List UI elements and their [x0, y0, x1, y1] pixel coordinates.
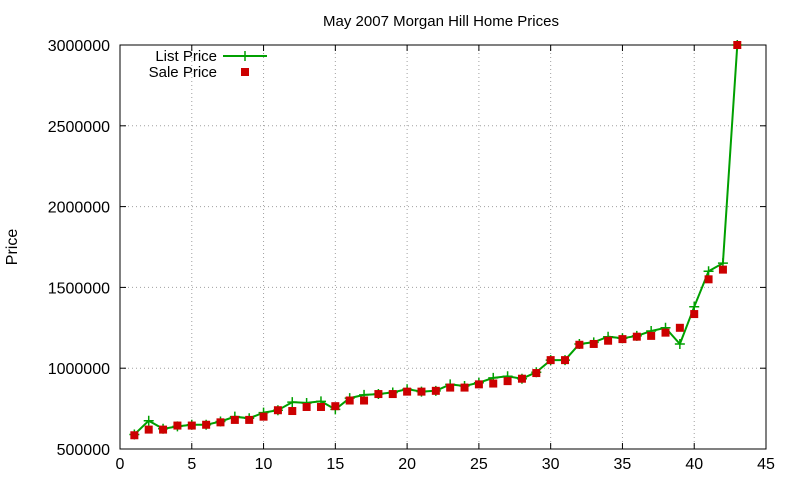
sale-price-point	[316, 402, 325, 411]
sale-price-point	[144, 425, 153, 434]
sale-price-point	[331, 402, 340, 411]
sale-price-point	[273, 406, 282, 415]
x-tick-label: 15	[326, 456, 344, 473]
sale-price-point	[460, 383, 469, 392]
sale-price-point	[173, 421, 182, 430]
sale-price-point	[489, 379, 498, 388]
x-tick-label: 45	[757, 456, 775, 473]
x-tick-label: 30	[542, 456, 560, 473]
x-tick-label: 40	[685, 456, 703, 473]
chart-title: May 2007 Morgan Hill Home Prices	[323, 13, 559, 30]
y-tick-label: 500000	[57, 442, 110, 459]
sale-price-point	[675, 323, 684, 332]
x-tick-label: 20	[398, 456, 416, 473]
sale-price-point	[245, 415, 254, 424]
sale-price-point	[374, 390, 383, 399]
sale-price-point	[604, 336, 613, 345]
x-tick-label: 35	[614, 456, 632, 473]
sale-price-point	[288, 407, 297, 416]
y-tick-label: 1500000	[48, 280, 110, 297]
list-price-point	[674, 338, 685, 349]
sale-price-point	[403, 387, 412, 396]
sale-price-point	[345, 396, 354, 405]
y-tick-label: 3000000	[48, 38, 110, 55]
sale-price-point	[647, 331, 656, 340]
legend-label: List Price	[155, 48, 217, 65]
sale-price-point	[690, 310, 699, 319]
legend-label: Sale Price	[149, 64, 217, 81]
sale-price-point	[388, 390, 397, 399]
sale-price-point	[517, 374, 526, 383]
sale-price-point	[259, 412, 268, 421]
y-tick-label: 2500000	[48, 119, 110, 136]
sale-price-point	[216, 418, 225, 427]
sale-price-point	[187, 421, 196, 430]
sale-price-point	[302, 402, 311, 411]
y-axis-label: Price	[4, 229, 21, 266]
sale-price-point	[561, 356, 570, 365]
y-tick-label: 1000000	[48, 361, 110, 378]
sale-price-point	[503, 377, 512, 386]
list-price-point	[703, 266, 714, 277]
sale-price-point	[446, 383, 455, 392]
sale-price-point	[532, 369, 541, 378]
list-price-line	[133, 44, 739, 436]
sale-price-point	[431, 386, 440, 395]
sale-price-point	[360, 396, 369, 405]
sale-price-point	[618, 335, 627, 344]
series	[129, 40, 743, 440]
plot-frame	[119, 44, 767, 450]
sale-price-point	[661, 328, 670, 337]
x-tick-label: 10	[255, 456, 273, 473]
x-tick-label: 0	[116, 456, 125, 473]
sale-price-point	[575, 340, 584, 349]
x-tick-label: 5	[187, 456, 196, 473]
sale-price-point	[417, 387, 426, 396]
sale-price-point	[718, 265, 727, 274]
sale-price-point	[474, 380, 483, 389]
list-price-point	[287, 397, 298, 408]
ticks: 0 5 10 15 20 25 30 35 40 45 500000 1000000 1500000 20…	[48, 38, 775, 473]
legend-plus-marker	[240, 51, 250, 61]
sale-price-point	[546, 356, 555, 365]
y-tick-label: 2000000	[48, 200, 110, 217]
sale-price-point	[589, 339, 598, 348]
x-tick-label: 25	[470, 456, 488, 473]
sale-price-point	[202, 420, 211, 429]
sale-price-point	[733, 41, 742, 49]
sale-price-point	[130, 431, 139, 440]
sale-price-point	[632, 332, 641, 341]
legend-square-marker	[241, 68, 249, 76]
sale-price-point	[159, 425, 168, 434]
sale-price-point	[230, 415, 239, 424]
sale-price-point	[704, 275, 713, 284]
list-price-point	[143, 415, 154, 426]
